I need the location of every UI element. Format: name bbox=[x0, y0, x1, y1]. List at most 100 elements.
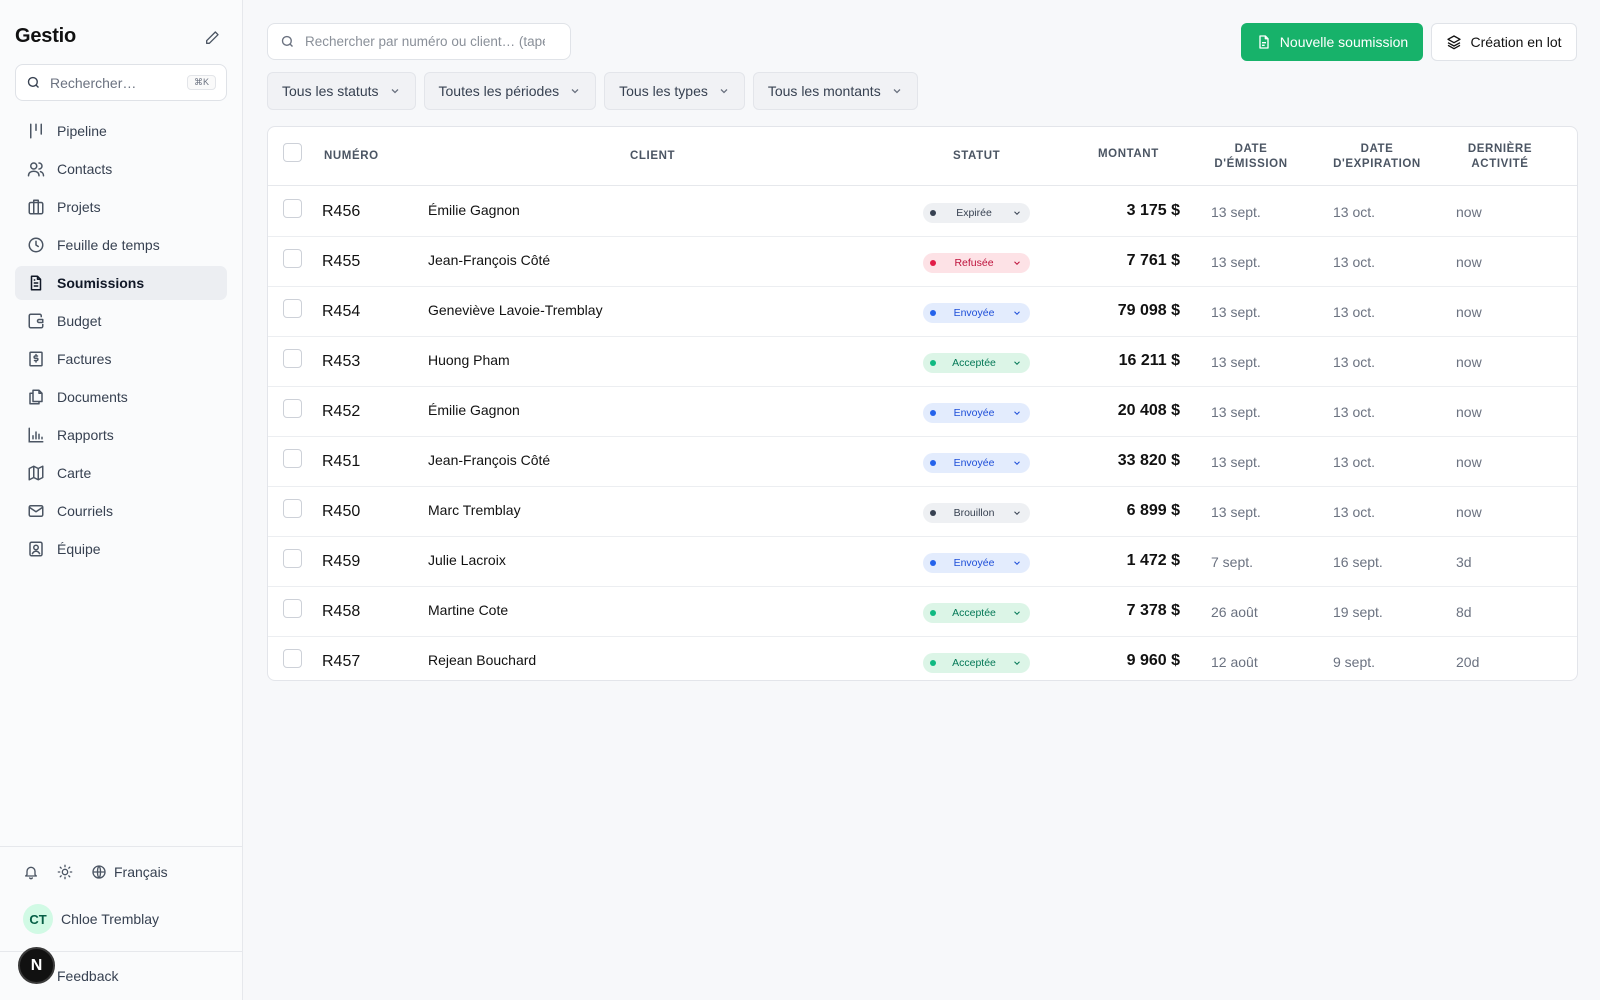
sidebar-footer: Français CT Chloe Tremblay Feedback bbox=[0, 846, 243, 984]
sidebar-nav: Pipeline Contacts Projets Feuille de tem… bbox=[15, 114, 227, 570]
sidebar-item-factures[interactable]: Factures bbox=[15, 342, 227, 376]
row-checkbox[interactable] bbox=[283, 249, 302, 268]
status-badge[interactable]: Envoyée bbox=[923, 453, 1030, 473]
feedback-link[interactable]: Feedback bbox=[57, 968, 119, 984]
row-checkbox[interactable] bbox=[283, 199, 302, 218]
submission-number[interactable]: R452 bbox=[322, 403, 361, 420]
table-row[interactable]: R451 Jean-François Côté Envoyée 33 820 $ 13 … bbox=[268, 437, 1577, 487]
table-row[interactable]: R452 Émilie Gagnon Envoyée 20 408 $ 13 sept.… bbox=[268, 387, 1577, 437]
status-badge[interactable]: Envoyée bbox=[923, 403, 1030, 423]
status-badge[interactable]: Brouillon bbox=[923, 503, 1030, 523]
chevron-down-icon bbox=[1012, 508, 1022, 518]
row-checkbox[interactable] bbox=[283, 299, 302, 318]
row-checkbox[interactable] bbox=[283, 399, 302, 418]
status-dot bbox=[930, 360, 936, 366]
status-label: Envoyée bbox=[953, 557, 995, 569]
batch-create-button[interactable]: Création en lot bbox=[1431, 23, 1577, 61]
submission-number[interactable]: R455 bbox=[322, 253, 361, 270]
sun-icon[interactable] bbox=[56, 863, 74, 881]
row-checkbox[interactable] bbox=[283, 649, 302, 668]
column-header-issue-date[interactable]: Date d'émission bbox=[1211, 142, 1291, 172]
sidebar-item-feuille-de-temps[interactable]: Feuille de temps bbox=[15, 228, 227, 262]
sidebar-item-pipeline[interactable]: Pipeline bbox=[15, 114, 227, 148]
user-menu[interactable]: CT Chloe Tremblay bbox=[23, 904, 159, 934]
column-header-number[interactable]: Numéro bbox=[324, 150, 379, 162]
status-badge[interactable]: Refusée bbox=[923, 253, 1030, 273]
main-search[interactable] bbox=[267, 23, 571, 60]
status-badge[interactable]: Acceptée bbox=[923, 653, 1030, 673]
table-row[interactable]: R453 Huong Pham Acceptée 16 211 $ 13 sept. 13… bbox=[268, 337, 1577, 387]
sidebar-search[interactable]: Rechercher… ⌘K bbox=[15, 64, 227, 101]
table-row[interactable]: R459 Julie Lacroix Envoyée 1 472 $ 7 sept. 16… bbox=[268, 537, 1577, 587]
submission-number[interactable]: R458 bbox=[322, 603, 361, 620]
sidebar: Gestio Rechercher… ⌘K Pipeline Contacts … bbox=[0, 0, 243, 1000]
table-row[interactable]: R458 Martine Cote Acceptée 7 378 $ 26 août 19… bbox=[268, 587, 1577, 637]
shortcut-hint: ⌘K bbox=[186, 75, 216, 90]
filter-type[interactable]: Tous les types bbox=[604, 72, 745, 110]
sidebar-search-placeholder: Rechercher… bbox=[50, 74, 137, 91]
submission-number[interactable]: R459 bbox=[322, 553, 361, 570]
status-badge[interactable]: Acceptée bbox=[923, 353, 1030, 373]
file-text-icon bbox=[26, 273, 46, 293]
amount: 20 408 $ bbox=[1117, 402, 1180, 419]
submission-number[interactable]: R451 bbox=[322, 453, 361, 470]
column-header-status[interactable]: Statut bbox=[953, 150, 1001, 162]
select-all-checkbox[interactable] bbox=[283, 143, 302, 162]
sidebar-item-documents[interactable]: Documents bbox=[15, 380, 227, 414]
status-label: Acceptée bbox=[952, 657, 996, 669]
row-checkbox[interactable] bbox=[283, 449, 302, 468]
row-checkbox[interactable] bbox=[283, 349, 302, 368]
divider bbox=[0, 951, 243, 952]
row-checkbox[interactable] bbox=[283, 599, 302, 618]
column-header-amount[interactable]: Montant bbox=[1098, 148, 1159, 160]
submission-number[interactable]: R457 bbox=[322, 653, 361, 670]
client-name: Jean-François Côté bbox=[428, 252, 551, 268]
sidebar-item-budget[interactable]: Budget bbox=[15, 304, 227, 338]
table-row[interactable]: R454 Geneviève Lavoie-Tremblay Envoyée 79 0… bbox=[268, 287, 1577, 337]
sidebar-item-contacts[interactable]: Contacts bbox=[15, 152, 227, 186]
search-input[interactable] bbox=[305, 34, 545, 49]
issue-date: 13 sept. bbox=[1211, 454, 1261, 470]
submission-number[interactable]: R450 bbox=[322, 503, 361, 520]
bell-icon[interactable] bbox=[22, 863, 40, 881]
sidebar-item-projets[interactable]: Projets bbox=[15, 190, 227, 224]
sidebar-item-soumissions[interactable]: Soumissions bbox=[15, 266, 227, 300]
new-submission-button[interactable]: Nouvelle soumission bbox=[1241, 23, 1423, 61]
filter-status[interactable]: Tous les statuts bbox=[267, 72, 416, 110]
sidebar-item-carte[interactable]: Carte bbox=[15, 456, 227, 490]
dev-tools-badge[interactable]: N bbox=[18, 947, 55, 984]
table-header: Numéro Client Statut Montant Date d'émis… bbox=[268, 127, 1577, 186]
status-badge[interactable]: Envoyée bbox=[923, 553, 1030, 573]
expiry-date: 9 sept. bbox=[1333, 654, 1376, 670]
submission-number[interactable]: R453 bbox=[322, 353, 361, 370]
table-row[interactable]: R450 Marc Tremblay Brouillon 6 899 $ 13 sept… bbox=[268, 487, 1577, 537]
table-row[interactable]: R457 Rejean Bouchard Acceptée 9 960 $ 12 aoû… bbox=[268, 637, 1577, 680]
sidebar-item-courriels[interactable]: Courriels bbox=[15, 494, 227, 528]
column-header-last-activity[interactable]: Dernière activité bbox=[1464, 142, 1536, 172]
client-name: Marc Tremblay bbox=[428, 502, 521, 518]
new-submission-label: Nouvelle soumission bbox=[1279, 34, 1409, 50]
status-badge[interactable]: Envoyée bbox=[923, 303, 1030, 323]
filter-period[interactable]: Toutes les périodes bbox=[423, 72, 597, 110]
column-header-expiry-date[interactable]: Date d'expiration bbox=[1332, 142, 1422, 172]
submission-number[interactable]: R456 bbox=[322, 203, 361, 220]
language-selector[interactable]: Français bbox=[90, 863, 168, 881]
table-row[interactable]: R456 Émilie Gagnon Expirée 3 175 $ 13 sept. 1… bbox=[268, 187, 1577, 237]
filter-amount[interactable]: Tous les montants bbox=[752, 72, 918, 110]
edit-icon[interactable] bbox=[202, 28, 222, 48]
row-checkbox[interactable] bbox=[283, 549, 302, 568]
submission-number[interactable]: R454 bbox=[322, 303, 361, 320]
last-activity: now bbox=[1456, 254, 1482, 270]
column-header-client[interactable]: Client bbox=[630, 150, 676, 162]
sidebar-item-rapports[interactable]: Rapports bbox=[15, 418, 227, 452]
sidebar-item-equipe[interactable]: Équipe bbox=[15, 532, 227, 566]
row-checkbox[interactable] bbox=[283, 499, 302, 518]
sidebar-item-label: Factures bbox=[57, 351, 112, 367]
expiry-date: 13 oct. bbox=[1333, 304, 1376, 320]
status-dot bbox=[930, 560, 936, 566]
status-badge[interactable]: Acceptée bbox=[923, 603, 1030, 623]
issue-date: 13 sept. bbox=[1211, 354, 1261, 370]
table-row[interactable]: R455 Jean-François Côté Refusée 7 761 $ 13 s… bbox=[268, 237, 1577, 287]
status-badge[interactable]: Expirée bbox=[923, 203, 1030, 223]
last-activity: 20d bbox=[1456, 654, 1480, 670]
